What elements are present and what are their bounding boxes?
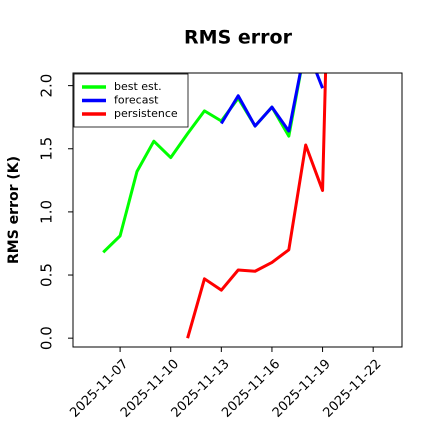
- y-axis-label: RMS error (K): [6, 156, 22, 264]
- y-tick-label: 0.5: [38, 263, 56, 287]
- line-series: [186, 73, 328, 339]
- legend-label: persistence: [114, 107, 178, 120]
- legend-label: forecast: [114, 94, 159, 107]
- plot-frame: [72, 72, 403, 348]
- chart-title: RMS error: [184, 27, 293, 49]
- y-tick-label: 2.0: [38, 74, 56, 98]
- line-series: [220, 73, 324, 133]
- legend-label: best est.: [114, 80, 162, 93]
- y-tick-label: 1.0: [38, 200, 56, 224]
- y-tick-label: 1.5: [38, 137, 56, 161]
- plot-area: [102, 73, 328, 339]
- y-tick-label: 0.0: [38, 326, 56, 350]
